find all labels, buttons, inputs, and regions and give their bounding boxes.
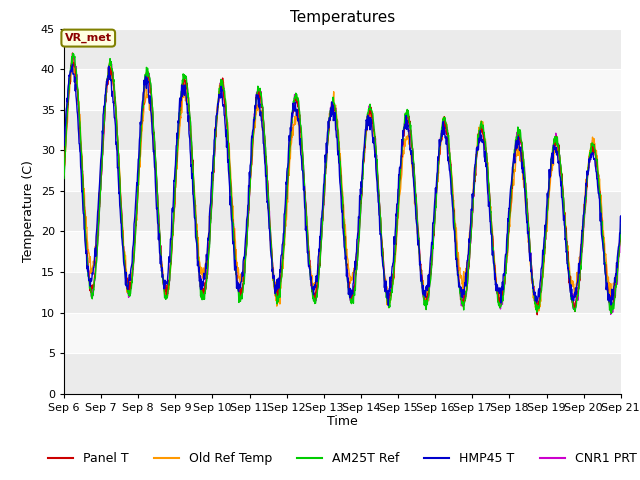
Title: Temperatures: Temperatures bbox=[290, 10, 395, 25]
Legend: Panel T, Old Ref Temp, AM25T Ref, HMP45 T, CNR1 PRT: Panel T, Old Ref Temp, AM25T Ref, HMP45 … bbox=[44, 447, 640, 470]
Bar bbox=[64, 110, 621, 150]
X-axis label: Time: Time bbox=[327, 415, 358, 429]
Bar bbox=[64, 69, 621, 110]
Text: VR_met: VR_met bbox=[65, 33, 112, 43]
Bar bbox=[64, 272, 621, 312]
Bar bbox=[64, 353, 621, 394]
Bar bbox=[64, 29, 621, 69]
Bar bbox=[64, 312, 621, 353]
Bar bbox=[64, 191, 621, 231]
Bar bbox=[64, 150, 621, 191]
Bar bbox=[64, 231, 621, 272]
Y-axis label: Temperature (C): Temperature (C) bbox=[22, 160, 35, 262]
